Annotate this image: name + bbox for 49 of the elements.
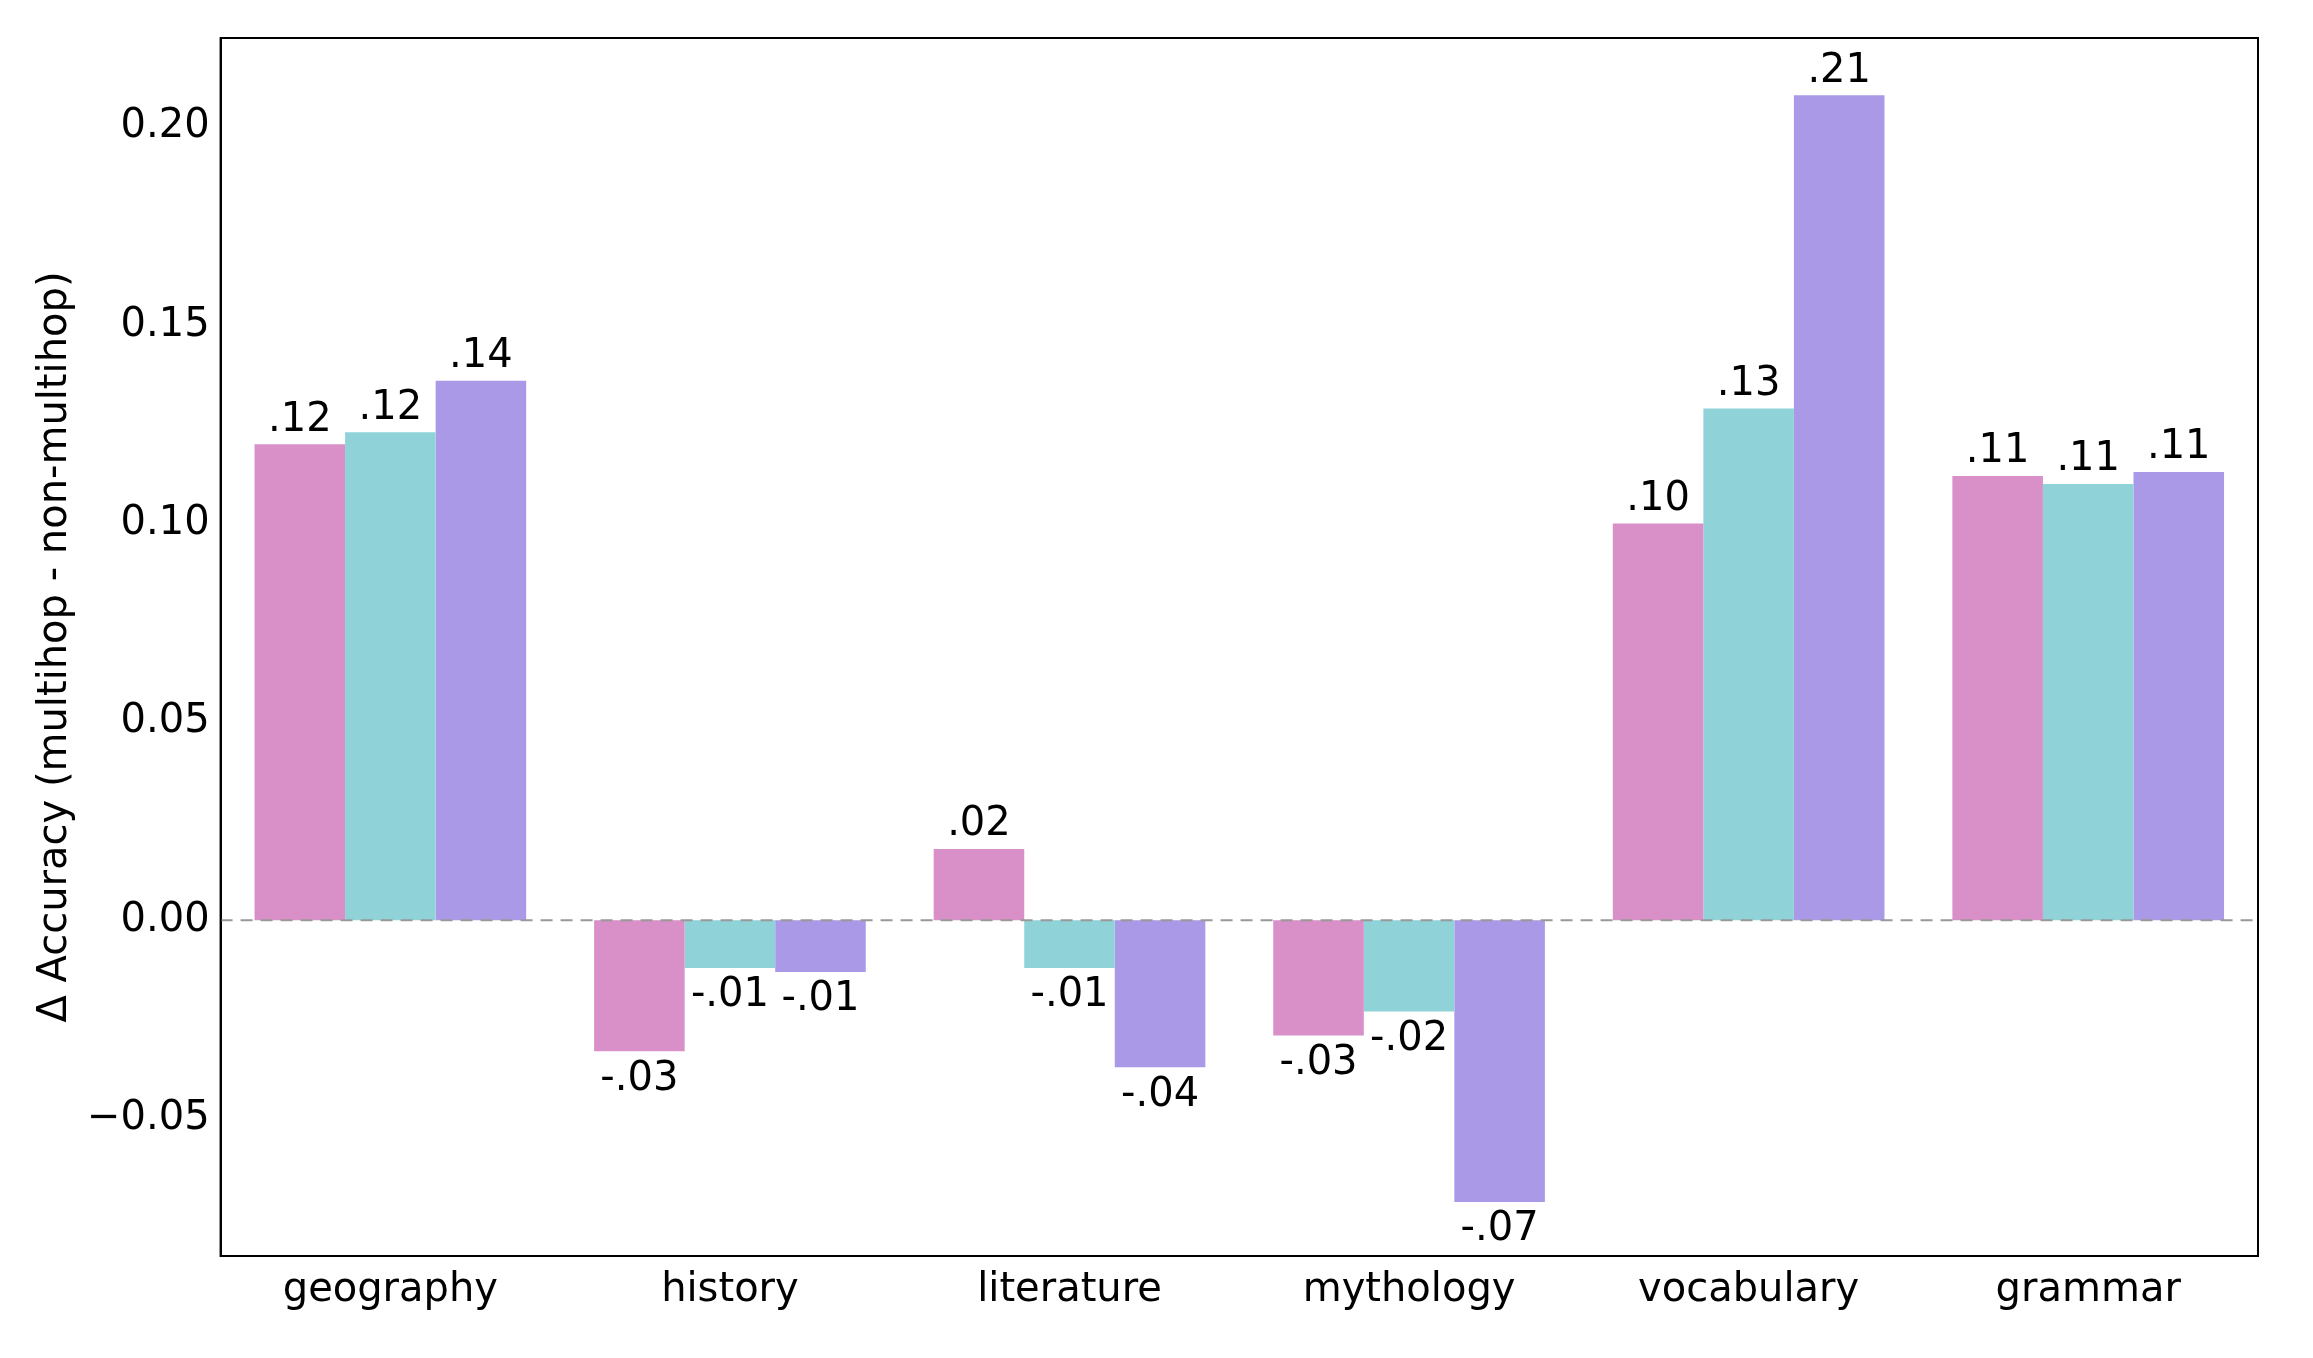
bar	[1952, 476, 2043, 921]
data-label: .11	[2146, 421, 2211, 468]
data-label: -.07	[1460, 1203, 1539, 1250]
bar	[775, 920, 866, 972]
data-label: -.01	[690, 969, 769, 1016]
data-label: .12	[358, 381, 423, 428]
data-label: .14	[449, 330, 513, 377]
data-label: -.01	[1030, 969, 1109, 1016]
data-label: -.03	[1279, 1036, 1358, 1083]
bar	[684, 920, 776, 968]
bar	[1703, 408, 1794, 921]
data-label: .02	[947, 798, 1011, 845]
bar	[2042, 483, 2134, 921]
x-tick-label: literature	[977, 1264, 1162, 1311]
data-label: -.03	[600, 1052, 679, 1099]
y-tick-label: −0.05	[87, 1092, 210, 1139]
data-label: .11	[2056, 433, 2121, 480]
data-label: .13	[1716, 357, 1781, 404]
bar	[1273, 920, 1364, 1036]
bar	[933, 848, 1025, 921]
x-tick-label: history	[661, 1264, 799, 1311]
bar	[1454, 920, 1545, 1203]
y-tick-label: 0.10	[120, 497, 210, 543]
bar	[345, 432, 436, 921]
x-tick-label: vocabulary	[1638, 1264, 1860, 1311]
y-axis-title: Δ Accuracy (multihop - non-multihop)	[29, 271, 76, 1023]
bar	[1793, 95, 1885, 921]
bar	[594, 920, 685, 1052]
y-tick-label: 0.20	[120, 100, 210, 147]
bar	[435, 380, 527, 921]
bar	[1612, 523, 1704, 921]
data-label: -.01	[781, 973, 860, 1020]
x-tick-label: geography	[282, 1264, 498, 1311]
y-tick-label: 0.00	[120, 893, 210, 940]
bar	[254, 444, 346, 921]
y-tick-label: 0.15	[120, 298, 210, 345]
bar	[1363, 920, 1455, 1012]
data-label: .10	[1626, 473, 1690, 519]
bar	[2133, 472, 2225, 921]
data-label: .12	[268, 393, 332, 440]
bar	[1114, 920, 1206, 1068]
data-label: .21	[1807, 44, 1872, 91]
data-label: -.02	[1370, 1013, 1449, 1059]
x-tick-label: mythology	[1302, 1264, 1516, 1311]
data-label: -.04	[1121, 1068, 1200, 1115]
y-tick-label: 0.05	[120, 695, 210, 742]
x-tick-label: grammar	[1995, 1264, 2182, 1311]
data-label: .11	[1965, 425, 2030, 472]
bar	[1024, 920, 1115, 968]
